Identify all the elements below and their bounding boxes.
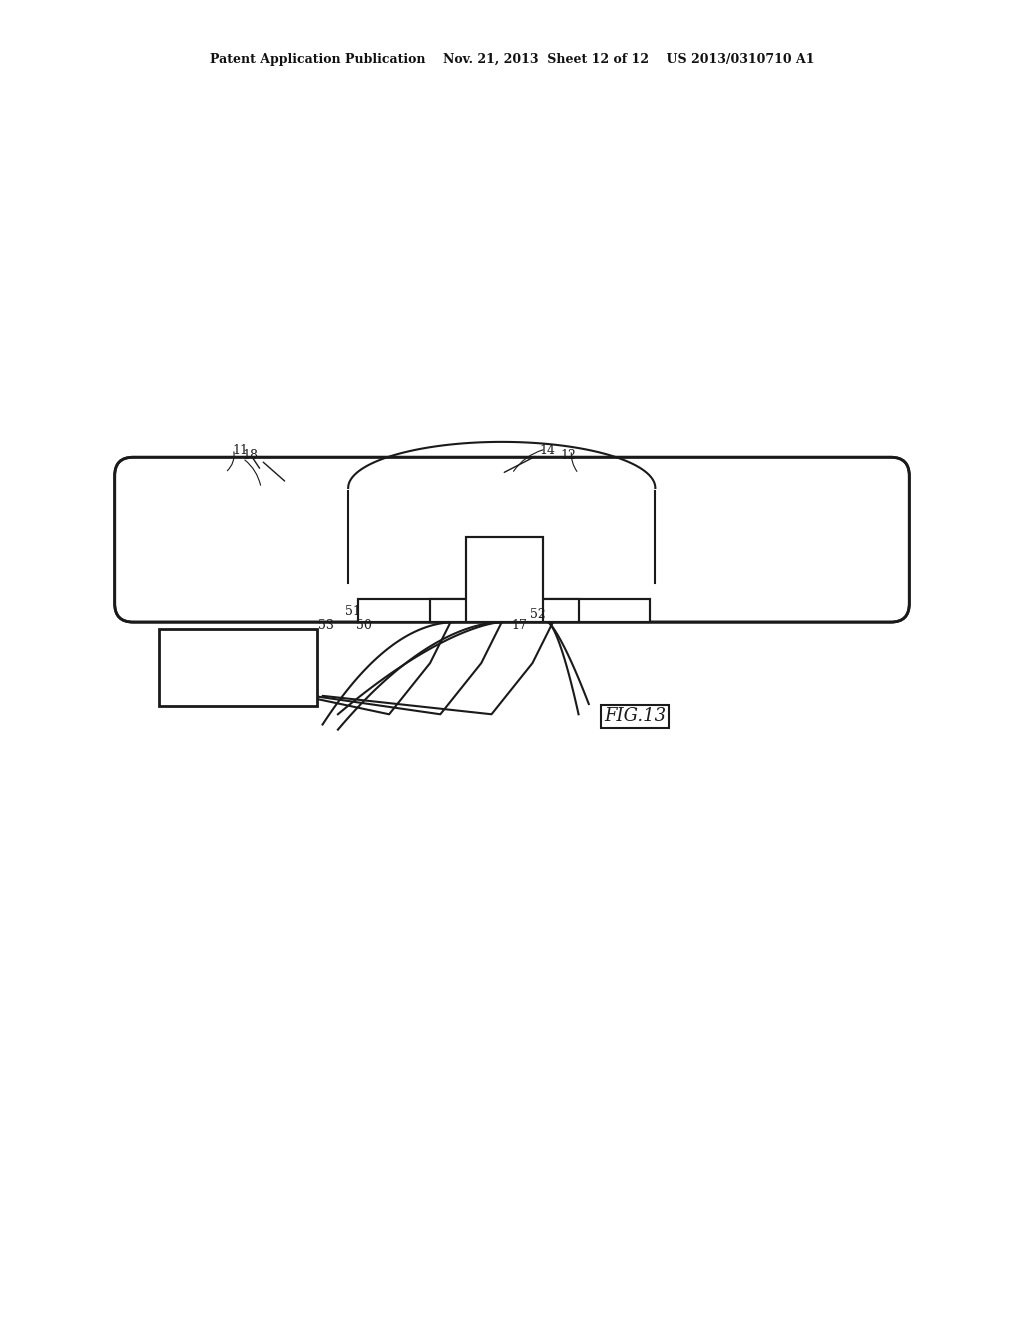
Bar xyxy=(466,537,543,622)
Text: Patent Application Publication    Nov. 21, 2013  Sheet 12 of 12    US 2013/03107: Patent Application Publication Nov. 21, … xyxy=(210,53,814,66)
FancyBboxPatch shape xyxy=(115,457,909,622)
Text: 52: 52 xyxy=(529,609,546,622)
Bar xyxy=(358,598,650,622)
Bar xyxy=(430,598,579,622)
Text: 53: 53 xyxy=(317,619,334,632)
Bar xyxy=(358,598,650,622)
Bar xyxy=(159,630,317,706)
Bar xyxy=(358,598,650,622)
Text: 12: 12 xyxy=(560,449,577,462)
Text: 50: 50 xyxy=(355,619,372,632)
Bar xyxy=(430,598,579,622)
Text: 17: 17 xyxy=(511,619,527,632)
Text: 14: 14 xyxy=(540,444,556,457)
Text: 51: 51 xyxy=(345,606,361,618)
Bar xyxy=(466,537,543,622)
Text: 18: 18 xyxy=(243,449,259,462)
Bar xyxy=(466,537,543,622)
Bar xyxy=(348,488,655,583)
Bar xyxy=(430,598,579,622)
Text: 11: 11 xyxy=(232,444,249,457)
Text: FIG.13: FIG.13 xyxy=(604,708,666,725)
